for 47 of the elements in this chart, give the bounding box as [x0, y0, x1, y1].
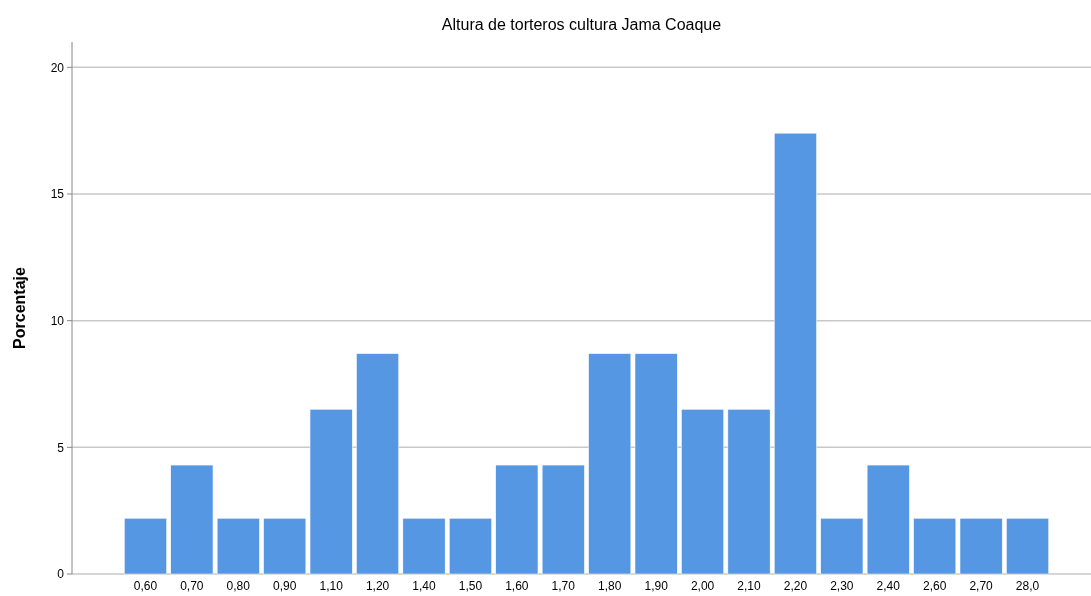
bar	[402, 518, 446, 575]
bar	[913, 518, 957, 575]
bar	[681, 409, 724, 575]
bar	[124, 518, 167, 575]
x-tick-label: 0,90	[273, 579, 297, 593]
bar	[1006, 518, 1049, 575]
x-tick-label: 1,20	[365, 579, 390, 593]
bar	[170, 464, 214, 575]
bar	[727, 409, 771, 575]
bar	[449, 518, 492, 575]
bar	[774, 132, 817, 575]
bar	[541, 464, 585, 575]
bar	[263, 518, 307, 575]
x-tick-label: 1,50	[458, 579, 483, 593]
x-tick-label: 2,10	[737, 579, 761, 593]
x-tick-label: 2,00	[690, 579, 715, 593]
x-tick-label: 0,70	[180, 579, 204, 593]
y-tick-label: 20	[50, 60, 65, 75]
y-tick-label: 5	[57, 440, 65, 455]
bar	[634, 353, 678, 575]
bar	[959, 518, 1003, 575]
x-tick-label: 2,30	[830, 579, 854, 593]
x-tick-label: 2,40	[876, 579, 901, 593]
y-tick-label: 10	[50, 313, 65, 328]
bar	[356, 353, 399, 575]
y-axis-title: Porcentaje	[11, 266, 28, 349]
y-tick-label: 0	[57, 567, 65, 582]
bar	[866, 464, 910, 575]
x-tick-label: 1,10	[319, 579, 344, 593]
x-tick-label: 2,60	[923, 579, 947, 593]
x-tick-label: 2,20	[783, 579, 808, 593]
x-tick-label: 0,60	[133, 579, 158, 593]
x-tick-label: 1,80	[598, 579, 622, 593]
bar	[820, 518, 864, 575]
x-tick-label: 28,0	[1015, 579, 1040, 593]
x-tick-label: 1,60	[505, 579, 529, 593]
x-tick-label: 1,70	[551, 579, 576, 593]
x-tick-label: 0,80	[226, 579, 251, 593]
bar	[495, 464, 539, 575]
bar	[588, 353, 632, 575]
x-tick-label: 1,40	[412, 579, 437, 593]
x-tick-label: 2,70	[969, 579, 994, 593]
bar	[216, 518, 260, 575]
bar	[309, 409, 353, 575]
y-tick-label: 15	[50, 187, 65, 202]
x-tick-label: 1,90	[644, 579, 669, 593]
chart-title: Altura de torteros cultura Jama Coaque	[441, 16, 722, 33]
